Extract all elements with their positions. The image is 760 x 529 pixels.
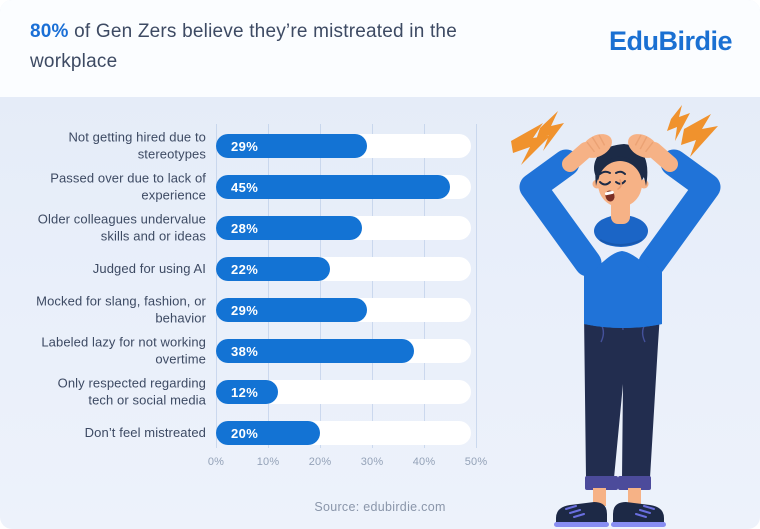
title-highlight: 80% — [30, 21, 69, 42]
bar-value: 29% — [231, 138, 259, 154]
bar-track: 20% — [216, 421, 471, 445]
bar: 29% — [216, 134, 367, 158]
bar-track: 38% — [216, 339, 471, 363]
bar-track: 22% — [216, 257, 471, 281]
x-axis-tick: 20% — [308, 456, 332, 468]
bar-track: 45% — [216, 175, 471, 199]
bar: 20% — [216, 421, 320, 445]
x-axis-tick: 10% — [256, 456, 280, 468]
title-rest: of Gen Zers believe they’re mistreated i… — [30, 21, 457, 72]
stressed-person-illustration — [511, 105, 721, 527]
lightning-icon-left — [511, 111, 564, 165]
category-label: Older colleagues undervalue skills and o… — [37, 211, 206, 244]
category-label: Only respected regarding tech or social … — [57, 375, 206, 408]
bar-track: 28% — [216, 216, 471, 240]
gridline — [216, 124, 217, 448]
category-label: Don’t feel mistreated — [84, 424, 206, 440]
category-labels: Not getting hired due to stereotypes Pass… — [32, 118, 206, 452]
edubirdie-logo: EduBirdie — [608, 26, 733, 56]
bar: 29% — [216, 298, 367, 322]
bar-value: 20% — [231, 425, 259, 441]
bar-value: 38% — [231, 343, 259, 359]
bar-track: 29% — [216, 134, 471, 158]
bar: 38% — [216, 339, 414, 363]
bar-value: 29% — [231, 302, 259, 318]
source-text: Source: edubirdie.com — [314, 500, 446, 514]
gridline — [268, 124, 269, 448]
category-label: Judged for using AI — [92, 260, 206, 276]
bar-value: 22% — [231, 261, 259, 277]
bar: 28% — [216, 216, 362, 240]
bar-track: 29% — [216, 298, 471, 322]
bar-value: 28% — [231, 220, 259, 236]
plot-area: 0% 10% 20% 30% 40% 50% 29% 45% 28% 22% 29% 38% 12% 20… — [208, 118, 487, 478]
gridline — [372, 124, 373, 448]
header: 80% of Gen Zers believe they’re mistreat… — [0, 0, 760, 97]
gridline — [476, 124, 477, 448]
category-label: Mocked for slang, fashion, or behavior — [36, 293, 206, 326]
category-label: Labeled lazy for not working overtime — [41, 334, 206, 367]
x-axis-tick: 30% — [360, 456, 384, 468]
bar-value: 45% — [231, 179, 259, 195]
page-title: 80% of Gen Zers believe they’re mistreat… — [30, 17, 525, 77]
category-label: Not getting hired due to stereotypes — [68, 129, 206, 162]
x-axis-tick: 40% — [412, 456, 436, 468]
bar-value: 12% — [231, 384, 259, 400]
bar-track: 12% — [216, 380, 471, 404]
x-axis-tick: 50% — [464, 456, 488, 468]
lightning-icon-right — [667, 105, 718, 157]
bar: 12% — [216, 380, 279, 404]
category-label: Passed over due to lack of experience — [50, 170, 206, 203]
gridline — [320, 124, 321, 448]
bar: 22% — [216, 257, 331, 281]
gridline — [424, 124, 425, 448]
x-axis-tick: 0% — [207, 456, 225, 468]
bar: 45% — [216, 175, 450, 199]
